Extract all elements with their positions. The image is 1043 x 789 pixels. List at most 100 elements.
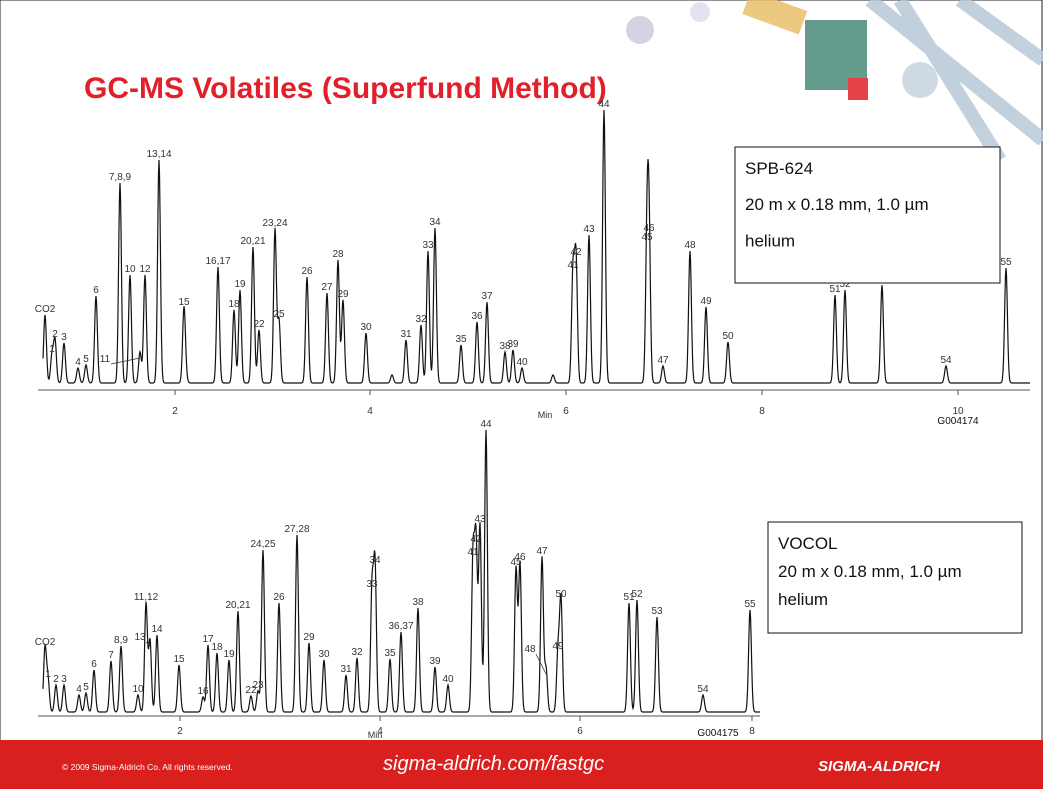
peak-label: 38 — [499, 341, 511, 352]
header-decoration — [626, 0, 1043, 164]
peak-label: 20,21 — [225, 600, 250, 611]
peak-label: 31 — [340, 664, 352, 675]
peak-label: 7,8,9 — [109, 172, 132, 183]
peak-label: 36 — [471, 311, 483, 322]
peak-label: 33 — [366, 579, 378, 590]
axis-label: Min — [538, 410, 553, 420]
column-dimensions: 20 m x 0.18 mm, 1.0 µm — [778, 562, 962, 581]
peak-label: 18 — [211, 642, 223, 653]
peak-label: 48 — [684, 240, 696, 251]
peak-label: 26 — [273, 592, 285, 603]
peak-label: CO2 — [35, 304, 56, 315]
footer-url: sigma-aldrich.com/fastgc — [383, 753, 604, 775]
peak-label: 7 — [108, 650, 114, 661]
peak-label: 14 — [151, 624, 163, 635]
peak-label: 23 — [252, 680, 264, 691]
peak-label: 52 — [631, 589, 643, 600]
peak-label: 3 — [61, 332, 67, 343]
peak-label: 41 — [567, 260, 579, 271]
x-tick-label: 10 — [952, 406, 964, 417]
x-tick-label: 8 — [759, 406, 765, 417]
peak-label: 1 — [45, 669, 51, 680]
peak-label: 47 — [536, 546, 548, 557]
column-box — [767, 521, 1023, 634]
peak-label: 2 — [52, 329, 58, 340]
peak-label: 30 — [360, 322, 372, 333]
peak-label: 48 — [524, 644, 536, 655]
peak-label: 31 — [400, 329, 412, 340]
peak-label: 16,17 — [205, 256, 230, 267]
peak-label: 47 — [657, 355, 669, 366]
peak-label: 13,14 — [146, 149, 171, 160]
peak-label: 27,28 — [284, 524, 309, 535]
peak-label: 55 — [1000, 257, 1012, 268]
slide-title: GC-MS Volatiles (Superfund Method) — [84, 72, 607, 105]
peak-label: 6 — [93, 285, 99, 296]
peak-label: 41 — [467, 547, 479, 558]
peak-label: 33 — [422, 240, 434, 251]
axis-label: Min — [368, 730, 383, 740]
peak-label: 53 — [651, 606, 663, 617]
peak-label: 22 — [245, 685, 257, 696]
column-carrier: helium — [745, 231, 795, 250]
x-tick-label: 2 — [177, 726, 183, 737]
peak-label: 29 — [337, 289, 349, 300]
peak-label: 40 — [442, 674, 454, 685]
peak-label: 43 — [474, 514, 486, 525]
x-tick-label: 6 — [577, 726, 583, 737]
leader-line — [110, 357, 141, 365]
peak-label: 19 — [234, 279, 246, 290]
peak-label: 29 — [303, 632, 315, 643]
peak-label: 11 — [100, 354, 111, 365]
peak-label: 20,21 — [240, 236, 265, 247]
peak-label: 32 — [415, 314, 427, 325]
peak-label: 24,25 — [250, 539, 275, 550]
column-carrier: helium — [778, 590, 828, 609]
x-tick-label: 8 — [749, 726, 755, 737]
peak-label: 5 — [83, 354, 89, 365]
peak-label: 40 — [516, 357, 528, 368]
peak-label: 44 — [598, 99, 610, 110]
peak-label: 55 — [744, 599, 756, 610]
peak-label: 45 — [641, 232, 653, 243]
copyright: © 2009 Sigma-Aldrich Co. All rights rese… — [62, 762, 233, 772]
peak-label: 50 — [722, 331, 734, 342]
peak-label: 39 — [429, 656, 441, 667]
peak-label: 30 — [318, 649, 330, 660]
column-name: VOCOL — [778, 534, 838, 553]
peak-label: 15 — [178, 297, 190, 308]
peak-label: 46 — [643, 223, 655, 234]
peak-label: 54 — [940, 355, 952, 366]
peak-label: 19 — [223, 649, 235, 660]
peak-label: 16 — [197, 686, 209, 697]
peak-label: 42 — [470, 534, 482, 545]
peak-label: 10 — [132, 684, 144, 695]
peak-label: 5 — [83, 682, 89, 693]
peak-label: 23,24 — [262, 218, 287, 229]
x-tick-label: 2 — [172, 406, 178, 417]
x-tick-label: 4 — [367, 406, 373, 417]
peak-label: 10 — [124, 264, 136, 275]
peak-label: 4 — [75, 357, 81, 368]
peak-label: 12 — [139, 264, 151, 275]
column-name: SPB-624 — [745, 159, 813, 178]
x-tick-label: 6 — [563, 406, 569, 417]
figure-code: G004175 — [697, 728, 739, 739]
peak-label: 32 — [351, 647, 363, 658]
column-box — [734, 146, 1001, 284]
peak-label: 39 — [507, 339, 519, 350]
peak-label: 50 — [555, 589, 567, 600]
peak-label: 46 — [514, 552, 526, 563]
peak-label: 51 — [623, 592, 635, 603]
peak-label: CO2 — [35, 637, 56, 648]
peak-label: 25 — [273, 309, 285, 320]
peak-label: 51 — [829, 284, 841, 295]
leader-line — [145, 641, 151, 647]
peak-label: 6 — [91, 659, 97, 670]
peak-label: 15 — [173, 654, 185, 665]
peak-label: 28 — [332, 249, 344, 260]
x-tick-label: 4 — [377, 726, 383, 737]
peak-label: 2 — [53, 674, 59, 685]
